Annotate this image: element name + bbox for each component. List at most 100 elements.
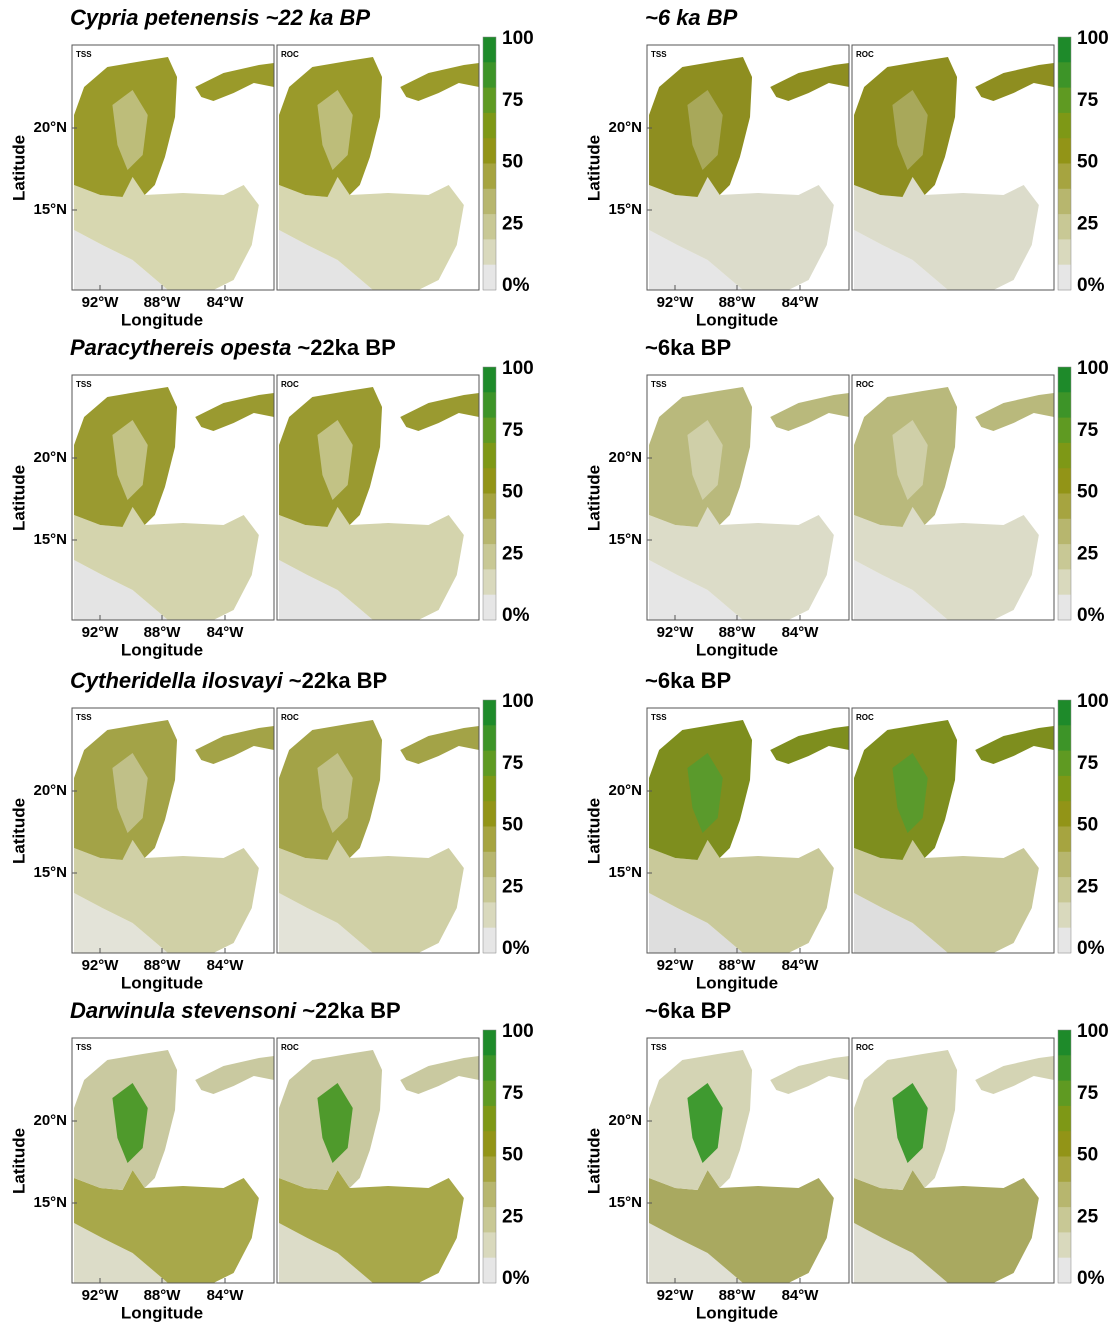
- lat-tick-label: 20°N: [33, 449, 67, 466]
- colorbar-segment: [1058, 544, 1071, 570]
- colorbar-segment: [1058, 700, 1071, 726]
- colorbar-label: 50: [1077, 482, 1098, 503]
- figure: Cypria petenensis~22 ka BPTSSROC20°N15°N…: [0, 0, 1111, 1327]
- colorbar-label: 100: [502, 358, 534, 379]
- cuba: [195, 726, 274, 764]
- lon-tick-label: 84°W: [207, 957, 245, 974]
- species-name: Cytheridella ilosvayi: [70, 668, 284, 693]
- colorbar-label: 50: [502, 815, 523, 836]
- lat-tick-label: 20°N: [608, 1112, 642, 1129]
- colorbar-segment: [483, 1106, 496, 1132]
- colorbar-segment: [483, 928, 496, 954]
- colorbar-label: 50: [502, 152, 523, 173]
- colorbar-label: 75: [502, 1083, 524, 1104]
- colorbar-segment: [483, 265, 496, 291]
- cuba: [400, 63, 479, 101]
- cuba: [400, 726, 479, 764]
- sub-label: TSS: [651, 380, 667, 389]
- colorbar-segment: [483, 751, 496, 777]
- lon-tick-label: 84°W: [207, 1287, 245, 1304]
- lon-tick-label: 92°W: [657, 957, 695, 974]
- cuba: [195, 1056, 274, 1094]
- sub-label: ROC: [281, 380, 299, 389]
- colorbar-label: 100: [1077, 28, 1109, 49]
- colorbar-segment: [1058, 569, 1071, 595]
- colorbar-label: 50: [502, 1145, 523, 1166]
- colorbar-segment: [1058, 852, 1071, 878]
- colorbar-segment: [1058, 88, 1071, 114]
- colorbar-label: 25: [502, 876, 524, 897]
- colorbar-label: 75: [502, 90, 524, 111]
- x-axis-label: Longitude: [121, 310, 203, 329]
- colorbar-label: 100: [1077, 1021, 1109, 1042]
- colorbar-label: 50: [1077, 152, 1098, 173]
- colorbar-label: 100: [502, 28, 534, 49]
- colorbar-segment: [1058, 1131, 1071, 1157]
- sub-label: ROC: [856, 380, 874, 389]
- species-name: Darwinula stevensoni: [70, 998, 297, 1023]
- species-name: Paracythereis opesta: [70, 335, 291, 360]
- panel: Darwinula stevensoni~22ka BPTSSROC20°N15…: [9, 998, 533, 1323]
- colorbar-segment: [483, 468, 496, 494]
- colorbar-segment: [1058, 1081, 1071, 1107]
- colorbar-segment: [483, 1157, 496, 1183]
- colorbar-segment: [1058, 595, 1071, 621]
- colorbar-segment: [1058, 1207, 1071, 1233]
- lat-tick-label: 15°N: [608, 1194, 642, 1211]
- colorbar-segment: [483, 164, 496, 190]
- colorbar-segment: [483, 544, 496, 570]
- colorbar-segment: [1058, 37, 1071, 63]
- colorbar-segment: [483, 595, 496, 621]
- colorbar-label: 100: [502, 1021, 534, 1042]
- colorbar-segment: [483, 418, 496, 444]
- colorbar-segment: [1058, 519, 1071, 545]
- colorbar-segment: [1058, 827, 1071, 853]
- colorbar-segment: [483, 569, 496, 595]
- colorbar-segment: [1058, 1258, 1071, 1284]
- colorbar-segment: [1058, 239, 1071, 265]
- colorbar-segment: [1058, 164, 1071, 190]
- cuba: [195, 63, 274, 101]
- lon-tick-label: 88°W: [719, 624, 757, 641]
- colorbar-segment: [1058, 1157, 1071, 1183]
- colorbar-segment: [1058, 418, 1071, 444]
- lat-tick-label: 15°N: [608, 864, 642, 881]
- sub-label: ROC: [281, 50, 299, 59]
- lat-tick-label: 20°N: [608, 449, 642, 466]
- colorbar-segment: [483, 88, 496, 114]
- lat-tick-label: 15°N: [608, 531, 642, 548]
- lon-tick-label: 92°W: [657, 294, 695, 311]
- lat-tick-label: 20°N: [608, 119, 642, 136]
- map: [854, 387, 1054, 620]
- x-axis-label: Longitude: [696, 640, 778, 659]
- colorbar-segment: [483, 1131, 496, 1157]
- colorbar-label: 25: [1077, 213, 1099, 234]
- lon-tick-label: 92°W: [82, 624, 120, 641]
- panel-title: ~6ka BP: [645, 668, 731, 693]
- colorbar-label: 75: [1077, 90, 1099, 111]
- time-label: ~6ka BP: [645, 335, 731, 360]
- y-axis-label: Latitude: [584, 798, 603, 864]
- lon-tick-label: 88°W: [144, 957, 182, 974]
- colorbar-segment: [483, 1182, 496, 1208]
- colorbar-segment: [1058, 801, 1071, 827]
- colorbar-segment: [1058, 214, 1071, 240]
- colorbar-label: 50: [1077, 1145, 1098, 1166]
- lon-tick-label: 88°W: [144, 624, 182, 641]
- cuba: [400, 393, 479, 431]
- map: [649, 387, 849, 620]
- colorbar-segment: [483, 138, 496, 164]
- time-label: ~22ka BP: [297, 335, 395, 360]
- colorbar-label: 0%: [1077, 1268, 1105, 1289]
- colorbar-label: 75: [1077, 753, 1099, 774]
- map: [649, 57, 849, 290]
- sub-label: ROC: [281, 713, 299, 722]
- colorbar-segment: [1058, 494, 1071, 520]
- panel-title: Darwinula stevensoni~22ka BP: [70, 998, 401, 1023]
- colorbar-segment: [1058, 902, 1071, 928]
- map: [649, 720, 849, 953]
- colorbar-segment: [1058, 1182, 1071, 1208]
- colorbar-segment: [483, 519, 496, 545]
- y-axis-label: Latitude: [9, 1128, 28, 1194]
- lon-tick-label: 92°W: [657, 624, 695, 641]
